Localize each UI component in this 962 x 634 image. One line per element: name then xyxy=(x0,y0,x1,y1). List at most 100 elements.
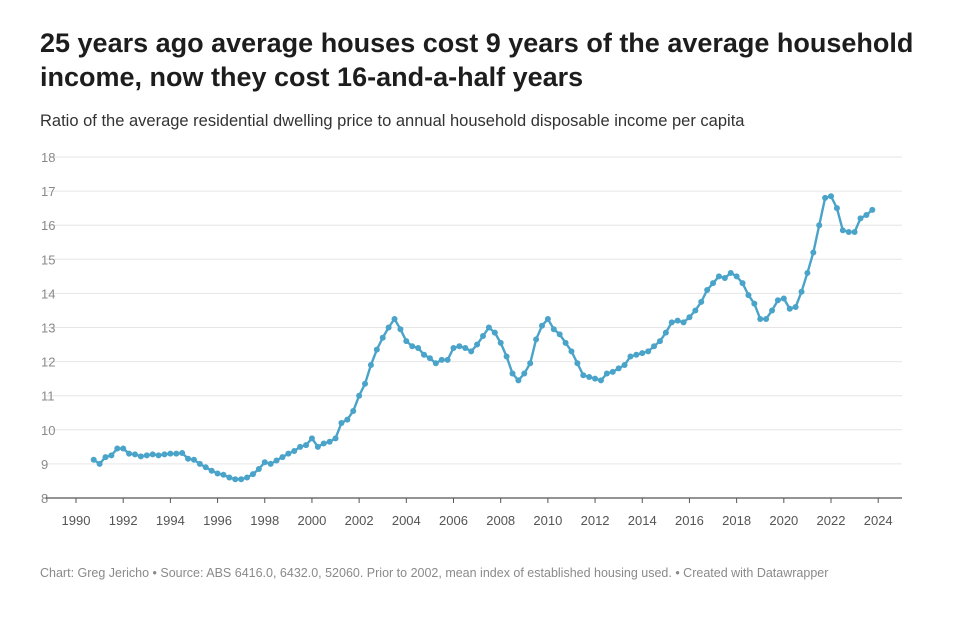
data-point xyxy=(450,344,457,351)
data-point xyxy=(285,450,292,457)
data-point xyxy=(131,451,138,458)
y-tick-label: 9 xyxy=(41,457,48,472)
y-tick-label: 16 xyxy=(41,218,55,233)
x-axis-ticks: 1990 1992 1994 1996 1998 2000 2002 2004 2006 2008… xyxy=(62,498,893,528)
x-tick-label: 2018 xyxy=(722,513,751,528)
data-point xyxy=(326,438,333,445)
data-point xyxy=(214,470,221,477)
data-point xyxy=(586,373,593,380)
x-tick-label: 2008 xyxy=(486,513,515,528)
data-point xyxy=(226,474,233,481)
x-tick-label: 1994 xyxy=(156,513,185,528)
data-point xyxy=(857,215,864,222)
data-point xyxy=(645,348,652,355)
data-point xyxy=(721,275,728,282)
data-point xyxy=(143,452,150,459)
x-tick-label: 2014 xyxy=(628,513,657,528)
data-point xyxy=(438,356,445,363)
data-point xyxy=(556,331,563,338)
data-point xyxy=(167,450,174,457)
data-point xyxy=(698,298,705,305)
data-point xyxy=(485,324,492,331)
data-point xyxy=(314,443,321,450)
data-point xyxy=(279,454,286,461)
data-point xyxy=(497,339,504,346)
data-point xyxy=(597,377,604,384)
data-point xyxy=(780,295,787,302)
data-point xyxy=(468,348,475,355)
x-tick-label: 2010 xyxy=(533,513,562,528)
data-point xyxy=(592,375,599,382)
data-point xyxy=(515,377,522,384)
y-tick-label: 18 xyxy=(41,150,55,165)
x-tick-label: 1998 xyxy=(250,513,279,528)
data-point xyxy=(356,392,363,399)
data-point xyxy=(792,304,799,311)
data-point xyxy=(633,351,640,358)
data-point xyxy=(249,471,256,478)
data-point xyxy=(297,443,304,450)
x-tick-label: 2016 xyxy=(675,513,704,528)
data-point xyxy=(161,451,168,458)
data-point xyxy=(385,324,392,331)
x-tick-label: 2006 xyxy=(439,513,468,528)
data-point xyxy=(786,305,793,312)
data-point xyxy=(96,460,103,467)
data-point xyxy=(332,435,339,442)
data-point xyxy=(456,343,463,350)
data-point xyxy=(833,205,840,212)
x-tick-label: 2012 xyxy=(581,513,610,528)
data-point xyxy=(244,474,251,481)
data-point xyxy=(102,454,109,461)
data-point xyxy=(185,455,192,462)
data-point xyxy=(350,408,357,415)
data-point xyxy=(651,343,658,350)
data-point xyxy=(267,460,274,467)
data-point xyxy=(562,339,569,346)
data-point xyxy=(533,336,540,343)
data-point xyxy=(763,315,770,322)
data-point xyxy=(757,315,764,322)
data-point xyxy=(804,269,811,276)
chart-title: 25 years ago average houses cost 9 years… xyxy=(40,28,914,92)
data-point xyxy=(727,269,734,276)
data-point xyxy=(704,286,711,293)
data-point xyxy=(863,211,870,218)
x-tick-label: 1996 xyxy=(203,513,232,528)
data-point xyxy=(810,249,817,256)
x-tick-label: 1990 xyxy=(62,513,91,528)
chart-subtitle: Ratio of the average residential dwellin… xyxy=(40,112,745,130)
data-point xyxy=(615,365,622,372)
data-point xyxy=(869,206,876,213)
data-point xyxy=(621,362,628,369)
data-point xyxy=(90,456,97,463)
data-point xyxy=(609,368,616,375)
data-point xyxy=(409,343,416,350)
data-point xyxy=(462,344,469,351)
chart-credit: Chart: Greg Jericho • Source: ABS 6416.0… xyxy=(40,566,829,580)
data-point xyxy=(521,370,528,377)
data-point xyxy=(845,229,852,236)
y-tick-label: 12 xyxy=(41,355,55,370)
data-point xyxy=(739,280,746,287)
data-point xyxy=(480,333,486,340)
data-point xyxy=(680,319,687,326)
y-tick-label: 14 xyxy=(41,286,55,301)
data-point xyxy=(751,300,758,307)
data-point xyxy=(568,348,575,355)
data-point xyxy=(710,280,717,287)
data-point xyxy=(745,292,752,299)
data-point xyxy=(544,315,551,322)
data-point xyxy=(126,450,133,457)
x-tick-label: 2004 xyxy=(392,513,421,528)
data-point xyxy=(344,416,351,423)
series-ratio xyxy=(90,193,876,483)
data-point xyxy=(432,360,439,367)
grid-lines xyxy=(46,156,902,465)
data-point xyxy=(114,445,121,452)
data-point xyxy=(733,273,740,280)
x-tick-label: 2020 xyxy=(769,513,798,528)
data-point xyxy=(421,351,428,358)
data-point xyxy=(403,338,410,345)
